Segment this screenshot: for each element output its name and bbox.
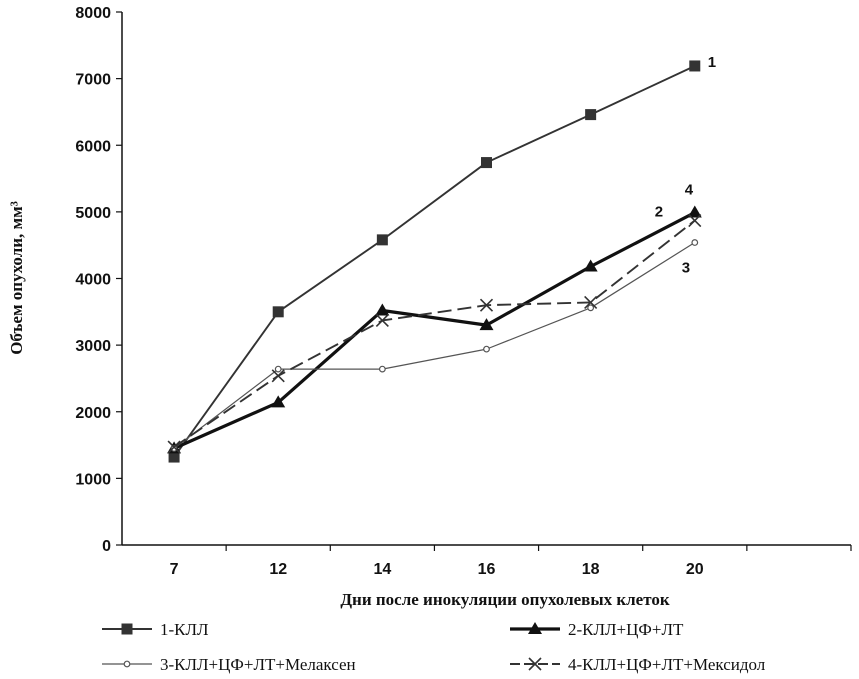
legend-swatch-marker bbox=[528, 622, 542, 634]
series-4-marker bbox=[479, 298, 494, 312]
series-end-labels: 1 2 3 4 bbox=[655, 54, 716, 277]
series-4-marker bbox=[584, 295, 598, 310]
legend-label: 3-КЛЛ+ЦФ+ЛТ+Мелаксен bbox=[160, 655, 356, 674]
series-4-marker bbox=[271, 369, 285, 383]
y-tick-label: 1000 bbox=[75, 471, 111, 488]
legend-swatch-marker bbox=[121, 623, 133, 635]
series-1-marker bbox=[168, 451, 180, 463]
series-3-marker bbox=[378, 365, 386, 373]
x-tick-label: 14 bbox=[373, 561, 391, 578]
series-line-3 bbox=[173, 242, 696, 449]
y-tick-label: 7000 bbox=[75, 72, 111, 89]
y-tick-label: 6000 bbox=[75, 138, 111, 155]
series-label-1: 1 bbox=[708, 54, 716, 71]
series-markers bbox=[167, 60, 702, 463]
legend-label: 2-КЛЛ+ЦФ+ЛТ bbox=[568, 620, 684, 639]
x-axis-ticks: 7 12 14 16 18 20 bbox=[170, 545, 852, 578]
legend-item-2: 2-КЛЛ+ЦФ+ЛТ bbox=[510, 620, 684, 639]
series-3-marker bbox=[587, 304, 595, 312]
series-1-marker bbox=[585, 109, 597, 121]
series-1-marker bbox=[689, 60, 701, 72]
y-axis-title: Объем опухоли, мм³ bbox=[7, 201, 26, 355]
legend-label: 1-КЛЛ bbox=[160, 620, 209, 639]
series-line-1 bbox=[173, 65, 696, 458]
legend-swatch-marker bbox=[528, 657, 542, 671]
series-2-marker bbox=[271, 395, 286, 408]
y-axis-ticks: 0 1000 2000 3000 4000 5000 6000 7000 8000 bbox=[75, 5, 122, 555]
series-2-marker bbox=[479, 318, 494, 331]
series-3-marker bbox=[274, 365, 282, 373]
x-tick-label: 16 bbox=[478, 561, 496, 578]
series-3-marker bbox=[170, 444, 178, 452]
legend: 1-КЛЛ 2-КЛЛ+ЦФ+ЛТ 3-КЛЛ+ЦФ+ЛТ+Мелаксен 4-КЛ… bbox=[102, 620, 766, 674]
series-label-3: 3 bbox=[682, 260, 690, 277]
series-lines bbox=[173, 65, 696, 458]
series-label-4: 4 bbox=[685, 182, 694, 199]
series-3-marker bbox=[691, 239, 699, 246]
y-tick-label: 2000 bbox=[75, 405, 111, 422]
series-4-marker bbox=[688, 213, 702, 228]
series-2-marker bbox=[375, 303, 390, 316]
legend-item-4: 4-КЛЛ+ЦФ+ЛТ+Мексидол bbox=[510, 655, 766, 674]
y-tick-label: 0 bbox=[102, 538, 111, 555]
legend-label: 4-КЛЛ+ЦФ+ЛТ+Мексидол bbox=[568, 655, 766, 674]
legend-swatch-marker bbox=[123, 660, 131, 668]
series-3-marker bbox=[483, 345, 490, 353]
y-tick-label: 8000 bbox=[75, 5, 111, 22]
x-tick-label: 18 bbox=[582, 561, 600, 578]
series-1-marker bbox=[376, 234, 388, 246]
series-2-marker bbox=[687, 205, 702, 218]
series-line-4 bbox=[173, 219, 696, 448]
y-tick-label: 5000 bbox=[75, 205, 111, 222]
x-tick-label: 7 bbox=[170, 561, 179, 578]
legend-item-1: 1-КЛЛ bbox=[102, 620, 209, 639]
series-4-marker bbox=[167, 440, 181, 454]
series-1-marker bbox=[481, 157, 492, 169]
series-4-marker bbox=[375, 313, 389, 328]
y-tick-label: 4000 bbox=[75, 272, 111, 289]
x-axis-title: Дни после инокуляции опухолевых клеток bbox=[340, 590, 670, 609]
y-tick-label: 3000 bbox=[75, 338, 111, 355]
series-label-2: 2 bbox=[655, 204, 663, 221]
series-2-marker bbox=[583, 259, 598, 272]
x-tick-label: 20 bbox=[686, 561, 704, 578]
series-1-marker bbox=[272, 306, 284, 318]
chart-axes bbox=[121, 12, 851, 546]
series-line-2 bbox=[173, 211, 696, 450]
x-tick-label: 12 bbox=[269, 561, 287, 578]
legend-item-3: 3-КЛЛ+ЦФ+ЛТ+Мелаксен bbox=[102, 655, 356, 674]
